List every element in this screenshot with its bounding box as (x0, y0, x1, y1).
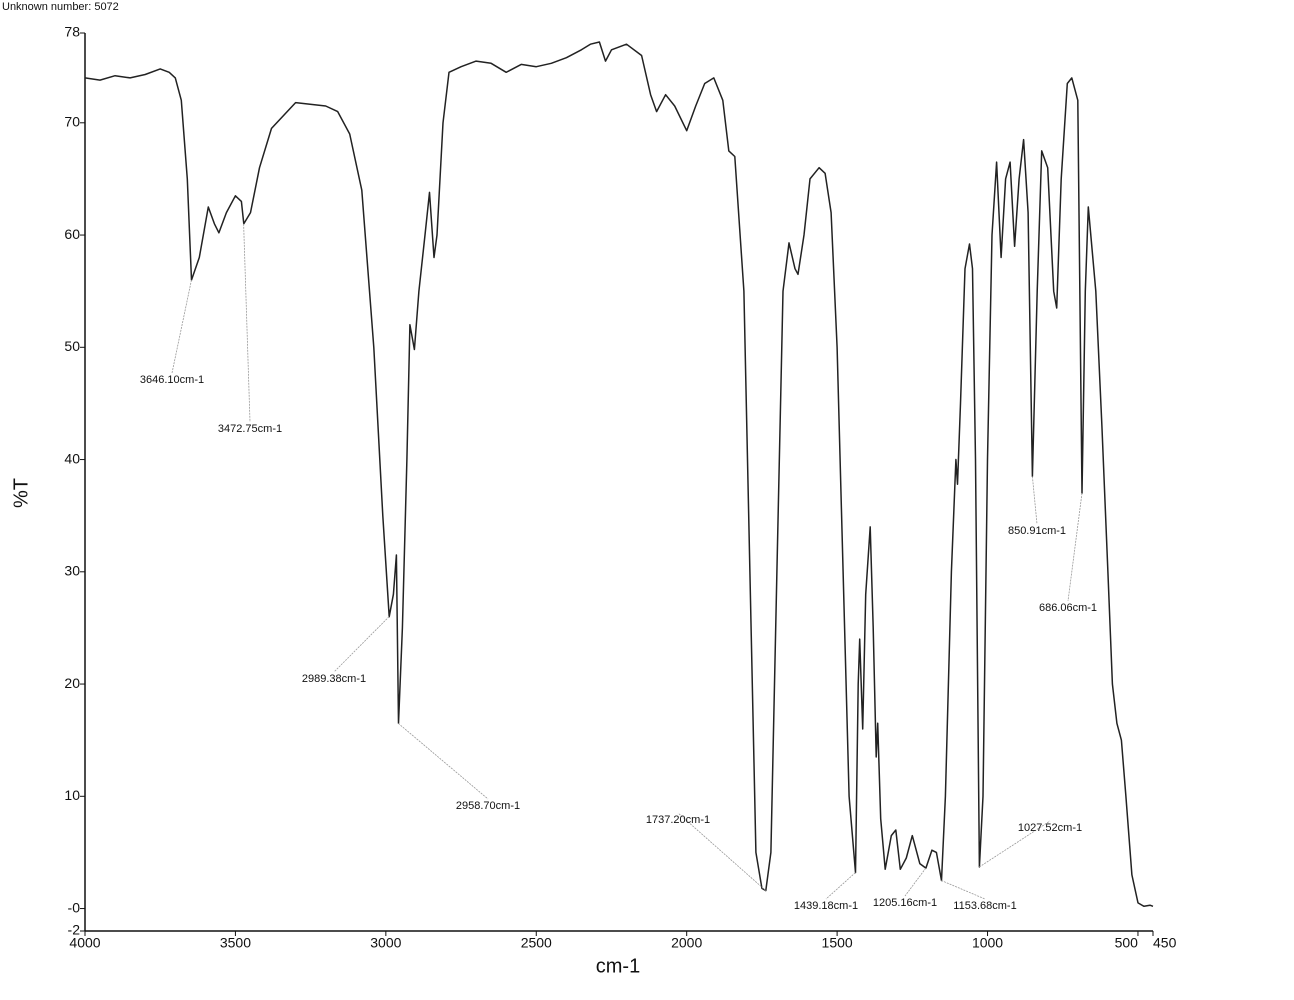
peak-label: 3646.10cm-1 (140, 374, 204, 386)
leader-line (1067, 493, 1083, 602)
y-tick-label: 30 (64, 563, 80, 579)
peak-label: 1737.20cm-1 (646, 814, 710, 826)
y-tick-label: -0 (68, 899, 81, 915)
x-tick-label: 1500 (822, 935, 853, 951)
y-tick-label: 70 (64, 114, 80, 130)
leader-line (677, 812, 767, 891)
y-tick-label: 10 (64, 787, 80, 803)
peak-label: 1153.68cm-1 (953, 900, 1016, 912)
leader-line (979, 820, 1051, 868)
x-axis-label: cm-1 (596, 955, 640, 977)
leader-line (171, 279, 192, 374)
peak-label: 1439.18cm-1 (794, 900, 858, 912)
leader-line (1031, 476, 1038, 525)
x-tick-label: 4000 (69, 935, 100, 951)
y-tick-label: 78 (64, 24, 80, 40)
leader-line (825, 872, 856, 900)
y-axis-label: %T (10, 478, 32, 508)
peak-label: 2958.70cm-1 (456, 800, 520, 812)
peak-label: 1027.52cm-1 (1018, 822, 1082, 834)
chart-title: Unknown number: 5072 (2, 1, 119, 13)
x-tick-label: 1000 (972, 935, 1003, 951)
y-tick-label: 20 (64, 675, 80, 691)
y-tick-label: 60 (64, 226, 80, 242)
x-tick-label: 450 (1153, 935, 1177, 951)
leader-line (904, 867, 927, 897)
leader-line (398, 723, 489, 800)
leader-line (243, 223, 251, 423)
leader-line (941, 880, 986, 900)
spectrum-line (84, 41, 1154, 908)
x-tick-label: 2500 (521, 935, 552, 951)
peak-label: 3472.75cm-1 (218, 423, 282, 435)
x-tick-label: 2000 (671, 935, 702, 951)
y-tick-label: 40 (64, 450, 80, 466)
x-tick-label: 3500 (220, 935, 251, 951)
leader-line (333, 616, 390, 673)
x-tick-label: 500 (1115, 935, 1139, 951)
peak-label: 1205.16cm-1 (873, 897, 937, 909)
y-tick-label: 50 (64, 338, 80, 354)
peak-label: 2989.38cm-1 (302, 673, 366, 685)
peak-label: 850.91cm-1 (1008, 525, 1066, 537)
y-tick-label: -2 (68, 922, 81, 938)
x-tick-label: 3000 (370, 935, 401, 951)
peak-label: 686.06cm-1 (1039, 602, 1097, 614)
